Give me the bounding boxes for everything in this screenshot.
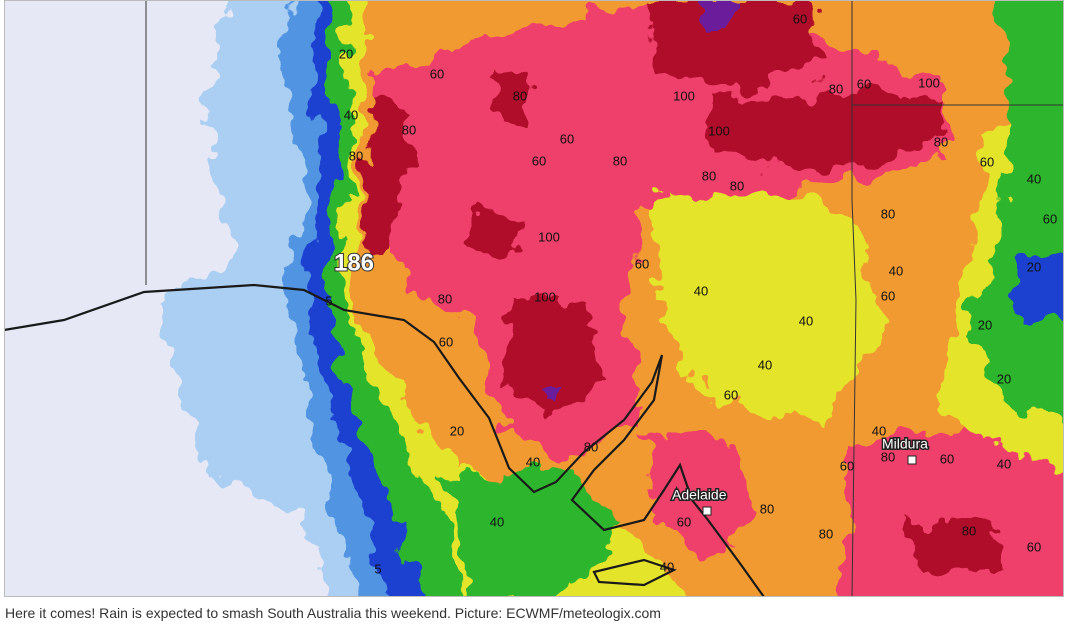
peak-label: 186 <box>334 249 374 276</box>
contour-label: 60 <box>439 334 453 349</box>
contour-label: 80 <box>962 523 976 538</box>
contour-label: 40 <box>1027 171 1041 186</box>
map-frame <box>4 0 1064 597</box>
contour-label: 100 <box>708 123 730 138</box>
contour-label: 80 <box>730 178 744 193</box>
contour-label: 80 <box>819 526 833 541</box>
contour-label: 60 <box>840 458 854 473</box>
contour-label: 80 <box>613 153 627 168</box>
contour-label: 40 <box>872 423 886 438</box>
contour-label: 60 <box>677 514 691 529</box>
contour-label: 60 <box>940 451 954 466</box>
contour-label: 60 <box>724 387 738 402</box>
contour-label: 40 <box>694 283 708 298</box>
contour-label: 60 <box>635 256 649 271</box>
contour-label: 80 <box>760 501 774 516</box>
contour-label: 60 <box>560 131 574 146</box>
contour-label: 60 <box>980 154 994 169</box>
contour-label: 60 <box>532 153 546 168</box>
caption: Here it comes! Rain is expected to smash… <box>5 605 661 621</box>
contour-label: 60 <box>430 66 444 81</box>
contour-label: 20 <box>978 317 992 332</box>
rain-fields <box>4 0 1064 597</box>
contour-label: 40 <box>799 313 813 328</box>
contour-label: 80 <box>934 134 948 149</box>
contour-label: 80 <box>702 168 716 183</box>
contour-label: 60 <box>793 11 807 26</box>
contour-label: 60 <box>1027 539 1041 554</box>
city-label: Mildura <box>882 436 928 452</box>
contour-label: 100 <box>918 75 940 90</box>
coastline <box>4 283 765 597</box>
contour-label: 60 <box>857 76 871 91</box>
contour-label: 80 <box>829 81 843 96</box>
contour-label: 80 <box>881 449 895 464</box>
contour-label: 20 <box>450 423 464 438</box>
city-label: Adelaide <box>672 487 727 503</box>
contour-label: 100 <box>538 229 560 244</box>
state-borders <box>145 0 1064 597</box>
contour-label: 80 <box>513 88 527 103</box>
contour-label: 80 <box>881 206 895 221</box>
contour-label: 100 <box>534 289 556 304</box>
contour-label: 5 <box>325 293 332 308</box>
contour-label: 40 <box>997 456 1011 471</box>
city-marker <box>907 455 917 465</box>
contour-label: 20 <box>1027 259 1041 274</box>
contour-label: 20 <box>339 46 353 61</box>
contour-label: 80 <box>584 439 598 454</box>
rain-map: 20 60 80 40 80 60 80 60 80 100 100 80 80… <box>4 0 1064 597</box>
contour-label: 20 <box>997 371 1011 386</box>
contour-label: 60 <box>1043 211 1057 226</box>
contour-label: 80 <box>402 122 416 137</box>
contour-labels: 20 60 80 40 80 60 80 60 80 100 100 80 80… <box>325 11 1057 576</box>
contour-label: 5 <box>374 561 381 576</box>
contour-label: 80 <box>438 291 452 306</box>
contour-label: 40 <box>660 559 674 574</box>
contour-label: 40 <box>490 514 504 529</box>
contour-label: 60 <box>881 288 895 303</box>
contour-label: 40 <box>758 357 772 372</box>
city-marker <box>702 506 712 516</box>
contour-label: 40 <box>526 454 540 469</box>
contour-label: 40 <box>889 263 903 278</box>
contour-label: 40 <box>344 107 358 122</box>
contour-label: 100 <box>673 88 695 103</box>
contour-label: 80 <box>349 148 363 163</box>
